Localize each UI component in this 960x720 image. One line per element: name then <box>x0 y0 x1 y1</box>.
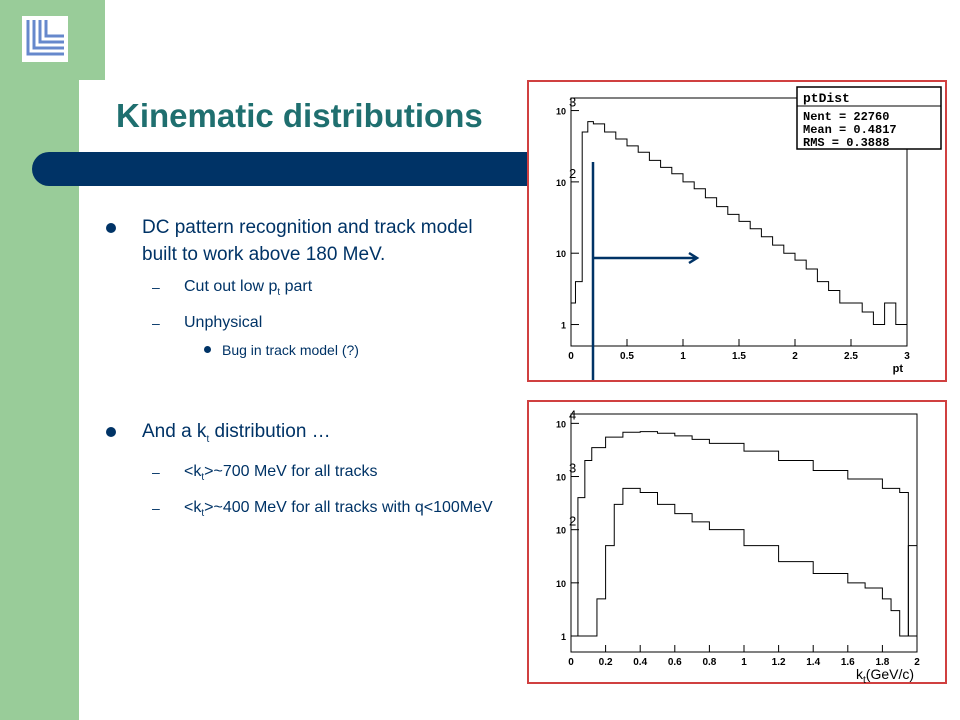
corner-band <box>79 0 105 80</box>
corner-curve <box>79 80 139 160</box>
x-tick-label: 0.6 <box>668 657 682 668</box>
x-tick-label: 2 <box>792 351 798 362</box>
cut-text-sub: t <box>277 287 281 299</box>
x-tick-label: 1.8 <box>875 657 889 668</box>
kt-text-post: distribution … <box>209 421 331 443</box>
kt-all-pre: <k <box>184 462 202 480</box>
sub-bullet-unphysical: Unphysical <box>100 312 500 334</box>
stats-row: Mean = 0.4817 <box>803 123 897 137</box>
y-tick-exponent: 2 <box>569 514 576 529</box>
x-tick-label: 1.2 <box>772 657 786 668</box>
stats-box <box>796 86 942 150</box>
x-axis-label: pt <box>893 363 904 375</box>
sub-sub-bullet-bug: Bug in track model (?) <box>100 340 500 360</box>
cut-text-post: part <box>280 278 313 295</box>
y-tick-exponent: 3 <box>569 95 576 110</box>
stats-row: RMS = 0.3888 <box>803 136 889 150</box>
kt-axis-post: (GeV/c) <box>865 666 915 682</box>
kt-q-post: >~400 MeV for all tracks with q<100MeV <box>204 499 493 517</box>
histogram-series <box>571 431 917 637</box>
x-tick-label: 0.5 <box>620 351 634 362</box>
kt-text-sub: t <box>206 433 210 445</box>
arrow-head-icon <box>688 251 700 265</box>
x-tick-label: 0.2 <box>599 657 613 668</box>
y-tick-label: 10 <box>556 419 566 429</box>
y-tick-label: 10 <box>556 107 566 117</box>
pt-histogram-frame: 0 0.5 1 1.5 2 2.5 3 1 10 10 2 10 3 pt ptDist Nent = 227… <box>527 80 947 382</box>
kt-axis-pre: k <box>856 666 863 682</box>
kt-text-pre: And a k <box>142 421 207 443</box>
x-tick-label: 0.8 <box>702 657 716 668</box>
y-tick-exponent: 3 <box>569 461 576 476</box>
x-tick-label: 1.4 <box>806 657 820 668</box>
histogram-series <box>571 487 918 637</box>
x-tick-label: 2 <box>914 657 920 668</box>
x-tick-label: 1.6 <box>841 657 855 668</box>
kt-all-sub: t <box>201 472 205 484</box>
slide-title: Kinematic distributions <box>116 97 483 134</box>
y-tick-label: 10 <box>556 178 566 188</box>
y-tick-exponent: 4 <box>569 407 576 422</box>
stats-name: ptDist <box>803 91 850 106</box>
bullet-list: DC pattern recognition and track model b… <box>100 214 500 525</box>
stats-row: Nent = 22760 <box>803 110 889 124</box>
y-tick-label: 10 <box>556 249 566 259</box>
x-tick-label: 0.4 <box>633 657 647 668</box>
sub-bullet-cut: Cut out low pt part <box>100 276 500 304</box>
x-tick-label: 0 <box>568 657 574 668</box>
histogram-series <box>571 121 907 326</box>
sub-bullet-kt-q: <kt>~400 MeV for all tracks with q<100Me… <box>100 497 500 525</box>
bullet-dc-pattern: DC pattern recognition and track model b… <box>100 214 500 268</box>
x-tick-label: 2.5 <box>844 351 858 362</box>
y-tick-exponent: 2 <box>569 166 576 181</box>
x-tick-label: 0 <box>568 351 574 362</box>
x-tick-label: 1 <box>680 351 686 362</box>
y-tick-label: 1 <box>561 321 566 331</box>
bullet-kt: And a kt distribution … <box>100 418 500 453</box>
y-tick-label: 10 <box>556 473 566 483</box>
kt-axis-label: kt(GeV/c) <box>856 666 914 686</box>
x-tick-label: 3 <box>904 351 910 362</box>
title-underline-bar <box>32 152 542 186</box>
kt-q-sub: t <box>201 508 205 520</box>
kt-q-pre: <k <box>184 499 202 517</box>
kt-axis-sub: t <box>863 674 866 686</box>
sidebar-band <box>0 0 79 720</box>
x-tick-label: 1 <box>741 657 747 668</box>
y-tick-label: 1 <box>561 632 566 642</box>
sub-bullet-kt-all: <kt>~700 MeV for all tracks <box>100 461 500 489</box>
logo-icon <box>22 16 68 62</box>
cut-text-pre: Cut out low p <box>184 278 278 295</box>
y-tick-label: 10 <box>556 579 566 589</box>
y-tick-label: 10 <box>556 526 566 536</box>
x-tick-label: 1.5 <box>732 351 746 362</box>
kt-histogram-frame: 0 0.2 0.4 0.6 0.8 1 1.2 1.4 1.6 1.8 2 1 10 10 2 10 3 10 4 <box>527 400 947 684</box>
kt-all-post: >~700 MeV for all tracks <box>204 462 378 480</box>
